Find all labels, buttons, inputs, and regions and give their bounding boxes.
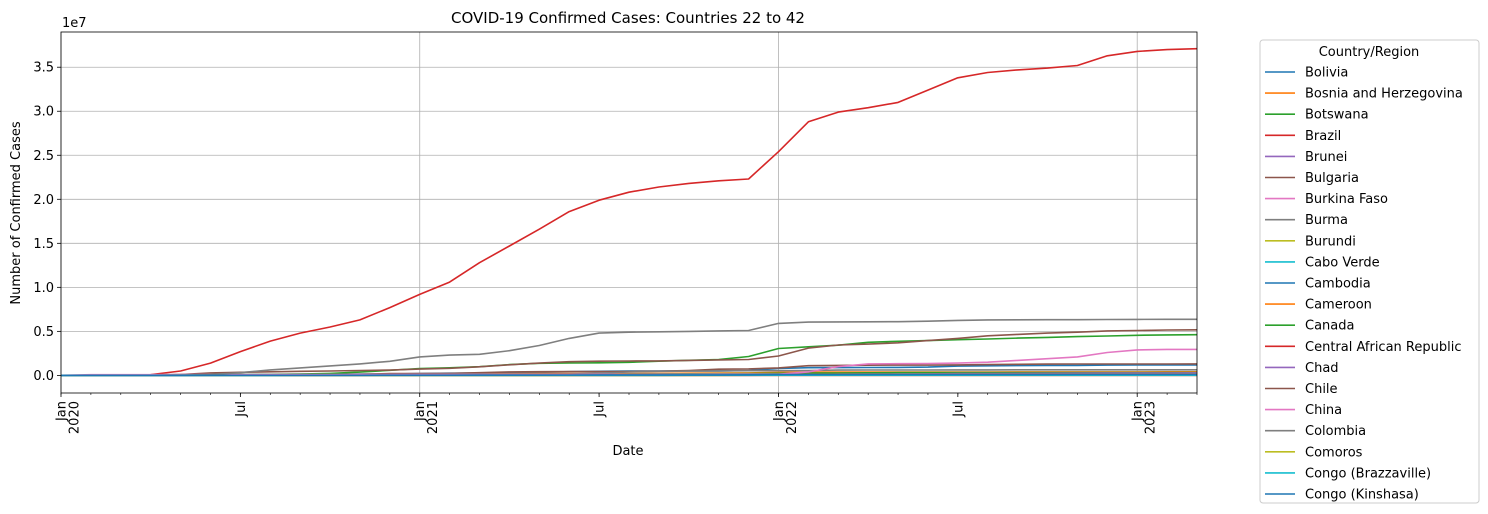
x-tick-year-label: 2021 <box>426 401 441 434</box>
legend-label: Cambodia <box>1305 277 1371 292</box>
y-axis-ticks: 0.0 0.5 1.0 1.5 2.0 2.5 3.0 3.5 <box>33 61 61 384</box>
chart-title: COVID-19 Confirmed Cases: Countries 22 t… <box>451 9 805 27</box>
x-tick-year-label: 2020 <box>68 401 83 434</box>
x-tick-label: Jul <box>951 401 966 418</box>
legend-label: Central African Republic <box>1305 340 1461 355</box>
legend-label: Chile <box>1305 382 1338 397</box>
legend-label: Congo (Kinshasa) <box>1305 488 1419 503</box>
y-tick-label: 2.5 <box>33 149 54 164</box>
legend-label: Burma <box>1305 213 1348 228</box>
legend-entries: Bolivia Bosnia and Herzegovina Botswana Bra… <box>1265 66 1463 503</box>
legend-label: Comoros <box>1305 445 1363 460</box>
x-tick-label: Jan <box>1131 401 1146 422</box>
legend-label: Congo (Brazzaville) <box>1305 466 1431 481</box>
legend-label: Cabo Verde <box>1305 255 1380 270</box>
legend-label: Bulgaria <box>1305 171 1359 186</box>
legend-label: Brazil <box>1305 129 1341 144</box>
series-line <box>61 373 1197 377</box>
legend-label: Burundi <box>1305 234 1356 249</box>
x-tick-year-label: 2022 <box>785 401 800 434</box>
y-tick-label: 0.0 <box>33 369 54 384</box>
legend-label: Chad <box>1305 361 1339 376</box>
series-line <box>61 47 1198 377</box>
x-tick-year-label: 2023 <box>1144 401 1159 434</box>
x-tick-label: Jan <box>413 401 428 422</box>
x-tick-label: Jan <box>55 401 70 422</box>
x-tick-label: Jan <box>772 401 787 422</box>
x-axis-title: Date <box>612 444 643 459</box>
y-tick-label: 1.0 <box>33 281 54 296</box>
y-tick-label: 2.0 <box>33 193 54 208</box>
legend: Country/Region Bolivia Bosnia and Herzego… <box>1259 39 1480 504</box>
x-tick-label: Jul <box>593 401 608 418</box>
legend-label: Botswana <box>1305 108 1369 123</box>
legend-label: Colombia <box>1305 424 1366 439</box>
legend-label: China <box>1305 403 1342 418</box>
legend-label: Bolivia <box>1305 66 1348 81</box>
y-axis-offset-label: 1e7 <box>62 16 87 31</box>
legend-label: Bosnia and Herzegovina <box>1305 87 1463 102</box>
series-line <box>61 318 1197 377</box>
x-tick-label: Jul <box>234 401 249 418</box>
y-tick-label: 3.5 <box>33 61 54 76</box>
series-lines <box>60 47 1198 377</box>
legend-label: Cameroon <box>1305 298 1372 313</box>
y-tick-label: 0.5 <box>33 325 54 340</box>
legend-label: Brunei <box>1305 150 1347 165</box>
legend-label: Canada <box>1305 319 1354 334</box>
y-axis-title: Number of Confirmed Cases <box>9 121 24 304</box>
legend-label: Burkina Faso <box>1305 192 1388 207</box>
y-tick-label: 1.5 <box>33 237 54 252</box>
y-tick-label: 3.0 <box>33 105 54 120</box>
legend-title: Country/Region <box>1319 45 1420 60</box>
legend-frame <box>1259 39 1480 504</box>
